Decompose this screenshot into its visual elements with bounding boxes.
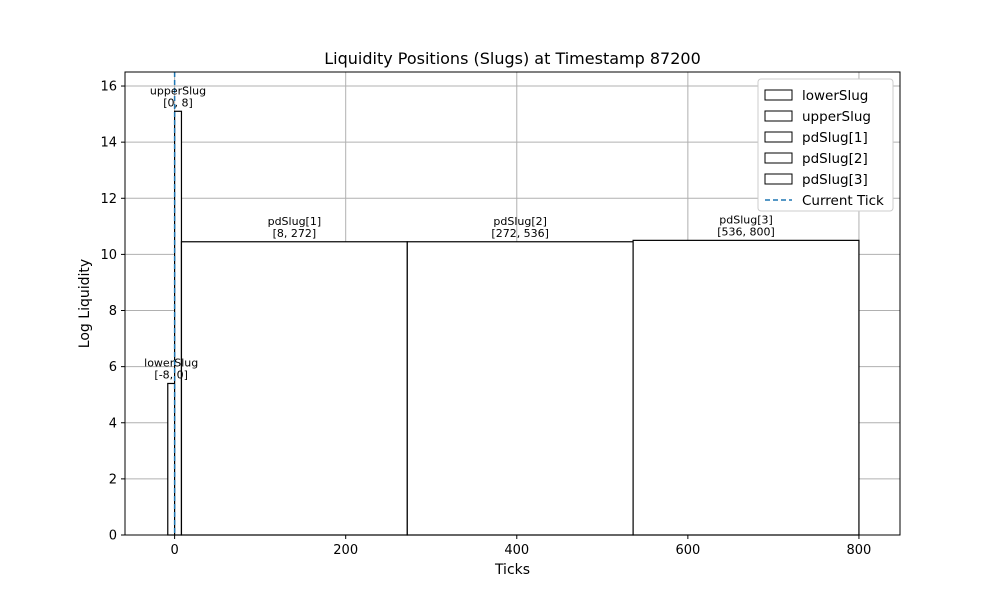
chart-title: Liquidity Positions (Slugs) at Timestamp… bbox=[324, 49, 701, 68]
plot-frame bbox=[124, 71, 901, 536]
legend-label: upperSlug bbox=[802, 109, 871, 125]
bar-pdSlug[2] bbox=[406, 241, 634, 536]
y-tick-label: 4 bbox=[109, 416, 117, 431]
legend-swatch bbox=[764, 131, 793, 143]
legend-label: pdSlug[2] bbox=[802, 151, 868, 167]
bar-annotation-range: [272, 536] bbox=[491, 227, 549, 240]
legend-swatch bbox=[764, 89, 793, 101]
bar-annotation-name: pdSlug[1] bbox=[268, 215, 322, 228]
bar-annotation-range: [8, 272] bbox=[273, 227, 317, 240]
bar-annotation-name: lowerSlug bbox=[144, 356, 198, 369]
y-tick-label: 0 bbox=[109, 529, 117, 544]
x-tick-label: 400 bbox=[504, 543, 529, 558]
annotation-layer: lowerSlug[-8, 0] upperSlug[0, 8] pdSlug[1]… bbox=[144, 84, 775, 381]
legend-swatch bbox=[764, 173, 793, 185]
legend-label: pdSlug[1] bbox=[802, 130, 868, 146]
x-axis-label: Ticks bbox=[494, 562, 530, 578]
bar-annotation-range: [536, 800] bbox=[717, 225, 775, 238]
y-tick-label: 16 bbox=[100, 80, 117, 95]
bar-annotation-name: pdSlug[3] bbox=[719, 213, 773, 226]
bar-lowerSlug bbox=[167, 382, 176, 536]
y-tick-label: 14 bbox=[100, 136, 117, 151]
bar-pdSlug[3] bbox=[632, 239, 860, 536]
bars-layer bbox=[167, 110, 860, 536]
legend-label: pdSlug[3] bbox=[802, 172, 868, 188]
y-axis-label: Log Liquidity bbox=[77, 259, 93, 348]
bar-annotation-name: pdSlug[2] bbox=[493, 215, 547, 228]
bar-pdSlug[1] bbox=[180, 241, 408, 536]
ticks-layer: 0 200 400 600 800 0 2 4 6 8 10 12 14 16 bbox=[100, 80, 871, 558]
bar-annotation-range: [0, 8] bbox=[163, 96, 193, 109]
y-tick-label: 12 bbox=[100, 192, 117, 207]
bar-upperSlug bbox=[174, 110, 183, 536]
y-tick-label: 8 bbox=[109, 304, 117, 319]
bar-annotation-name: upperSlug bbox=[150, 84, 206, 97]
legend-swatch bbox=[764, 152, 793, 164]
legend: lowerSlug upperSlug pdSlug[1] pdSlug[2] pdSl… bbox=[757, 78, 894, 212]
y-tick-label: 2 bbox=[109, 472, 117, 487]
x-tick-label: 200 bbox=[333, 543, 358, 558]
legend-swatch bbox=[764, 110, 793, 122]
x-tick-label: 800 bbox=[847, 543, 872, 558]
legend-label: lowerSlug bbox=[802, 88, 868, 104]
y-tick-label: 10 bbox=[100, 248, 117, 263]
y-tick-label: 6 bbox=[109, 360, 117, 375]
x-tick-label: 600 bbox=[675, 543, 700, 558]
x-tick-label: 0 bbox=[170, 543, 178, 558]
legend-label: Current Tick bbox=[802, 193, 884, 209]
bar-annotation-range: [-8, 0] bbox=[154, 368, 188, 381]
